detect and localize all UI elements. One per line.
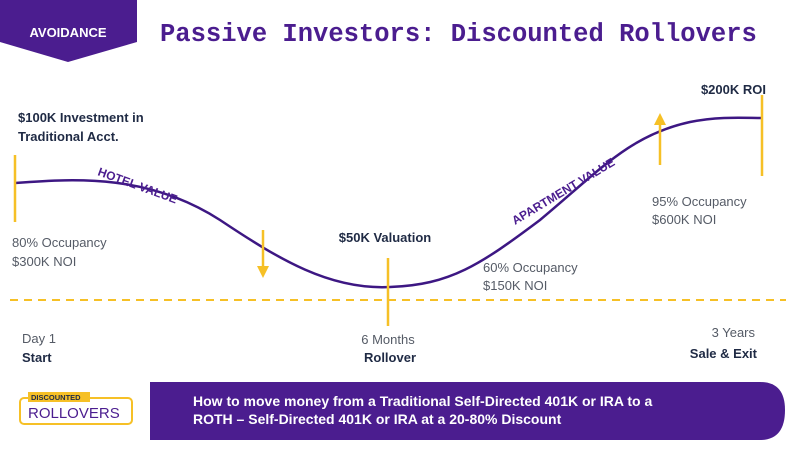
label: 6 Months	[361, 332, 415, 347]
curve-label: HOTEL VALUE	[96, 165, 179, 207]
label: 80% Occupancy	[12, 235, 107, 250]
label: $200K ROI	[701, 82, 766, 97]
up-arrow-head	[654, 113, 666, 125]
label: $150K NOI	[483, 278, 547, 293]
badge-shape	[0, 0, 137, 62]
label: 3 Years	[712, 325, 756, 340]
label: 95% Occupancy	[652, 194, 747, 209]
title: Passive Investors: Discounted Rollovers	[160, 20, 757, 49]
logo-tag	[28, 392, 90, 402]
label: $300K NOI	[12, 254, 76, 269]
banner-text: How to move money from a Traditional Sel…	[193, 393, 652, 409]
label: $100K Investment in	[18, 110, 144, 125]
label: Sale & Exit	[690, 346, 758, 361]
logo-bottom: ROLLOVERS	[28, 405, 120, 422]
down-arrow-head	[257, 266, 269, 278]
label: Day 1	[22, 331, 56, 346]
label: Rollover	[364, 350, 416, 365]
logo-top: DISCOUNTED	[31, 393, 81, 402]
banner	[150, 382, 785, 440]
value-curve	[14, 116, 763, 289]
label: Start	[22, 350, 52, 365]
curve-label: APARTMENT VALUE	[509, 155, 617, 228]
label: Traditional Acct.	[18, 129, 119, 144]
banner-text: ROTH – Self-Directed 401K or IRA at a 20…	[193, 411, 562, 427]
label: 60% Occupancy	[483, 260, 578, 275]
badge-text: AVOIDANCE	[29, 25, 106, 40]
label: $600K NOI	[652, 212, 716, 227]
label: $50K Valuation	[339, 230, 432, 245]
